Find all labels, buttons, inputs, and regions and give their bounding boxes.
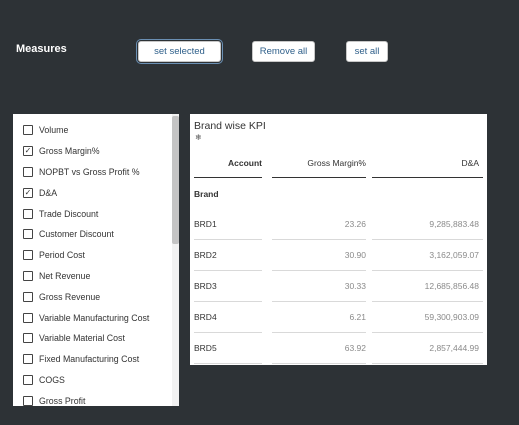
measure-item[interactable]: Net Revenue bbox=[13, 266, 179, 287]
measure-item[interactable]: Variable Material Cost bbox=[13, 328, 179, 349]
measure-checkbox[interactable] bbox=[23, 208, 33, 219]
table-row: BRD3 30.33 12,685,856.48 bbox=[190, 271, 487, 302]
measure-item[interactable]: Customer Discount bbox=[13, 224, 179, 245]
measure-list: Volume ✓ Gross Margin% NOPBT vs Gross Profi… bbox=[13, 114, 179, 406]
header-divider bbox=[272, 177, 366, 178]
row-divider bbox=[194, 301, 262, 302]
column-header-da[interactable]: D&A bbox=[461, 158, 479, 168]
remove-all-button[interactable]: Remove all bbox=[252, 41, 315, 62]
measure-checkbox[interactable] bbox=[23, 374, 33, 385]
measure-item[interactable]: Period Cost bbox=[13, 245, 179, 266]
da-cell: 59,300,903.09 bbox=[424, 312, 479, 322]
header-divider bbox=[194, 177, 262, 178]
measure-item[interactable]: Gross Revenue bbox=[13, 286, 179, 307]
measure-checkbox[interactable] bbox=[23, 291, 33, 302]
column-header-account: Account bbox=[228, 158, 262, 168]
measure-list-items: Volume ✓ Gross Margin% NOPBT vs Gross Profi… bbox=[13, 114, 179, 406]
table-row: BRD4 6.21 59,300,903.09 bbox=[190, 302, 487, 333]
measure-item[interactable]: COGS bbox=[13, 370, 179, 391]
measure-checkbox[interactable] bbox=[23, 250, 33, 261]
table-row: BRD2 30.90 3,162,059.07 bbox=[190, 240, 487, 271]
measure-label: D&A bbox=[39, 187, 58, 198]
measure-item[interactable]: NOPBT vs Gross Profit % bbox=[13, 162, 179, 183]
gross-margin-cell: 63.92 bbox=[344, 343, 366, 353]
measure-label: Gross Profit bbox=[39, 395, 86, 406]
row-divider bbox=[272, 239, 366, 240]
da-cell: 3,162,059.07 bbox=[429, 250, 479, 260]
dimension-label-brand: Brand bbox=[194, 189, 219, 199]
da-cell: 2,857,444.99 bbox=[429, 343, 479, 353]
gross-margin-cell: 30.33 bbox=[344, 281, 366, 291]
set-all-button[interactable]: set all bbox=[346, 41, 388, 62]
measures-title: Measures bbox=[16, 43, 67, 55]
measure-checkbox[interactable] bbox=[23, 395, 33, 406]
measure-label: NOPBT vs Gross Profit % bbox=[39, 166, 140, 177]
row-divider bbox=[372, 363, 483, 364]
measure-checkbox[interactable]: ✓ bbox=[23, 146, 33, 157]
column-header-gross-margin[interactable]: Gross Margin% bbox=[307, 158, 366, 168]
table-row: BRD1 23.26 9,285,883.48 bbox=[190, 209, 487, 240]
measure-checkbox[interactable]: ✓ bbox=[23, 187, 33, 198]
row-divider bbox=[372, 239, 483, 240]
measure-item[interactable]: Trade Discount bbox=[13, 203, 179, 224]
measure-checkbox[interactable] bbox=[23, 312, 33, 323]
row-divider bbox=[372, 270, 483, 271]
measure-label: Fixed Manufacturing Cost bbox=[39, 354, 140, 365]
measure-item[interactable]: ✓ D&A bbox=[13, 182, 179, 203]
measure-item[interactable]: Variable Manufacturing Cost bbox=[13, 307, 179, 328]
row-divider bbox=[272, 363, 366, 364]
row-divider bbox=[194, 270, 262, 271]
kpi-table-panel: Brand wise KPI ❄ Account Gross Margin% D… bbox=[190, 114, 487, 365]
brand-cell: BRD3 bbox=[194, 281, 217, 291]
measure-label: Gross Margin% bbox=[39, 146, 100, 157]
measure-label: Period Cost bbox=[39, 250, 85, 261]
measure-label: Variable Manufacturing Cost bbox=[39, 312, 150, 323]
da-cell: 9,285,883.48 bbox=[429, 219, 479, 229]
brand-cell: BRD2 bbox=[194, 250, 217, 260]
measure-label: Net Revenue bbox=[39, 270, 91, 281]
brand-cell: BRD1 bbox=[194, 219, 217, 229]
row-divider bbox=[372, 301, 483, 302]
measure-label: Customer Discount bbox=[39, 229, 114, 240]
measure-item[interactable]: Gross Profit bbox=[13, 390, 179, 406]
gross-margin-cell: 30.90 bbox=[344, 250, 366, 260]
measure-checkbox[interactable] bbox=[23, 166, 33, 177]
row-divider bbox=[372, 332, 483, 333]
measure-label: Variable Material Cost bbox=[39, 333, 125, 344]
measure-label: COGS bbox=[39, 374, 65, 385]
row-divider bbox=[194, 363, 262, 364]
row-divider bbox=[194, 239, 262, 240]
measure-label: Volume bbox=[39, 125, 69, 136]
brand-cell: BRD4 bbox=[194, 312, 217, 322]
measure-checkbox[interactable] bbox=[23, 333, 33, 344]
set-selected-button[interactable]: set selected bbox=[136, 39, 223, 64]
table-row: BRD5 63.92 2,857,444.99 bbox=[190, 333, 487, 364]
scrollbar-thumb[interactable] bbox=[172, 116, 179, 244]
gross-margin-cell: 23.26 bbox=[344, 219, 366, 229]
header-divider bbox=[372, 177, 483, 178]
row-divider bbox=[272, 270, 366, 271]
measure-item[interactable]: Fixed Manufacturing Cost bbox=[13, 349, 179, 370]
gross-margin-cell: 6.21 bbox=[349, 312, 366, 322]
da-cell: 12,685,856.48 bbox=[424, 281, 479, 291]
measure-label: Trade Discount bbox=[39, 208, 99, 219]
row-divider bbox=[194, 332, 262, 333]
measure-list-scrollbar[interactable] bbox=[172, 114, 179, 406]
measure-item[interactable]: Volume bbox=[13, 120, 179, 141]
measure-label: Gross Revenue bbox=[39, 291, 101, 302]
measure-item[interactable]: ✓ Gross Margin% bbox=[13, 141, 179, 162]
row-divider bbox=[272, 301, 366, 302]
row-divider bbox=[272, 332, 366, 333]
measure-checkbox[interactable] bbox=[23, 229, 33, 240]
measure-checkbox[interactable] bbox=[23, 354, 33, 365]
brand-cell: BRD5 bbox=[194, 343, 217, 353]
kpi-title: Brand wise KPI bbox=[194, 120, 266, 132]
snowflake-icon[interactable]: ❄ bbox=[195, 133, 202, 142]
measure-checkbox[interactable] bbox=[23, 270, 33, 281]
measure-checkbox[interactable] bbox=[23, 125, 33, 136]
